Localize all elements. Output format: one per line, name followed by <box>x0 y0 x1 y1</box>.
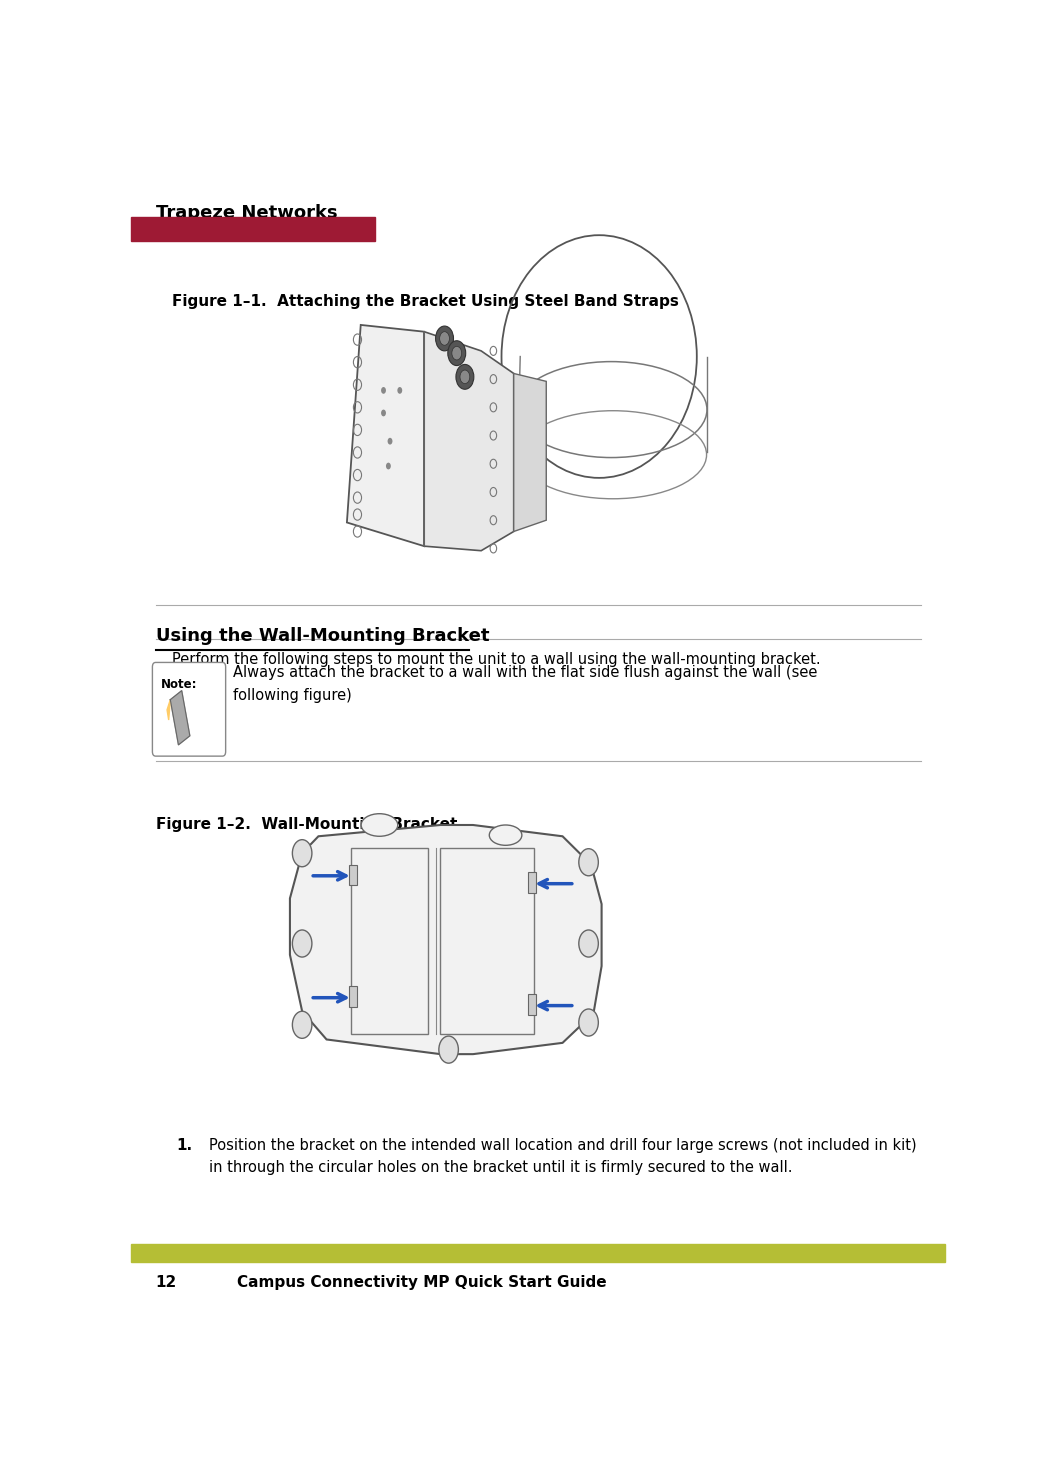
Circle shape <box>579 929 598 957</box>
Polygon shape <box>513 374 546 532</box>
Ellipse shape <box>361 814 398 836</box>
Polygon shape <box>290 825 602 1054</box>
Circle shape <box>440 331 449 346</box>
Bar <box>527 872 536 893</box>
Circle shape <box>387 438 393 444</box>
Circle shape <box>460 369 469 384</box>
Text: Figure 1–2.  Wall-Mounting Bracket: Figure 1–2. Wall-Mounting Bracket <box>155 817 457 833</box>
Bar <box>131 1243 945 1262</box>
Circle shape <box>397 387 402 394</box>
FancyBboxPatch shape <box>152 663 226 756</box>
Text: Position the bracket on the intended wall location and drill four large screws (: Position the bracket on the intended wal… <box>209 1138 917 1174</box>
Circle shape <box>439 1036 459 1063</box>
Circle shape <box>381 409 386 416</box>
Text: 1.: 1. <box>176 1138 192 1152</box>
Polygon shape <box>167 699 170 720</box>
Bar <box>349 865 357 885</box>
Text: Campus Connectivity MP Quick Start Guide: Campus Connectivity MP Quick Start Guide <box>237 1275 607 1290</box>
Polygon shape <box>170 690 190 745</box>
Circle shape <box>292 840 312 866</box>
Circle shape <box>579 849 598 875</box>
Text: Always attach the bracket to a wall with the flat side flush against the wall (s: Always attach the bracket to a wall with… <box>233 664 817 704</box>
Ellipse shape <box>489 825 522 846</box>
Text: Figure 1–1.  Attaching the Bracket Using Steel Band Straps: Figure 1–1. Attaching the Bracket Using … <box>172 295 678 309</box>
Bar <box>527 994 536 1014</box>
Circle shape <box>447 340 466 365</box>
Bar <box>441 847 534 1034</box>
Circle shape <box>436 325 454 350</box>
Circle shape <box>381 387 386 394</box>
Text: Note:: Note: <box>161 679 197 692</box>
Polygon shape <box>346 325 424 547</box>
Circle shape <box>456 365 474 390</box>
Circle shape <box>579 1009 598 1036</box>
Bar <box>349 987 357 1007</box>
Polygon shape <box>424 331 513 551</box>
Text: 12: 12 <box>155 1275 176 1290</box>
Circle shape <box>452 346 462 361</box>
Text: Trapeze Networks: Trapeze Networks <box>155 204 337 223</box>
Bar <box>131 217 376 242</box>
Text: Perform the following steps to mount the unit to a wall using the wall-mounting : Perform the following steps to mount the… <box>172 652 820 667</box>
Circle shape <box>292 1012 312 1038</box>
Bar <box>351 847 428 1034</box>
Text: Using the Wall-Mounting Bracket: Using the Wall-Mounting Bracket <box>155 627 489 645</box>
Circle shape <box>292 929 312 957</box>
Circle shape <box>386 463 391 469</box>
